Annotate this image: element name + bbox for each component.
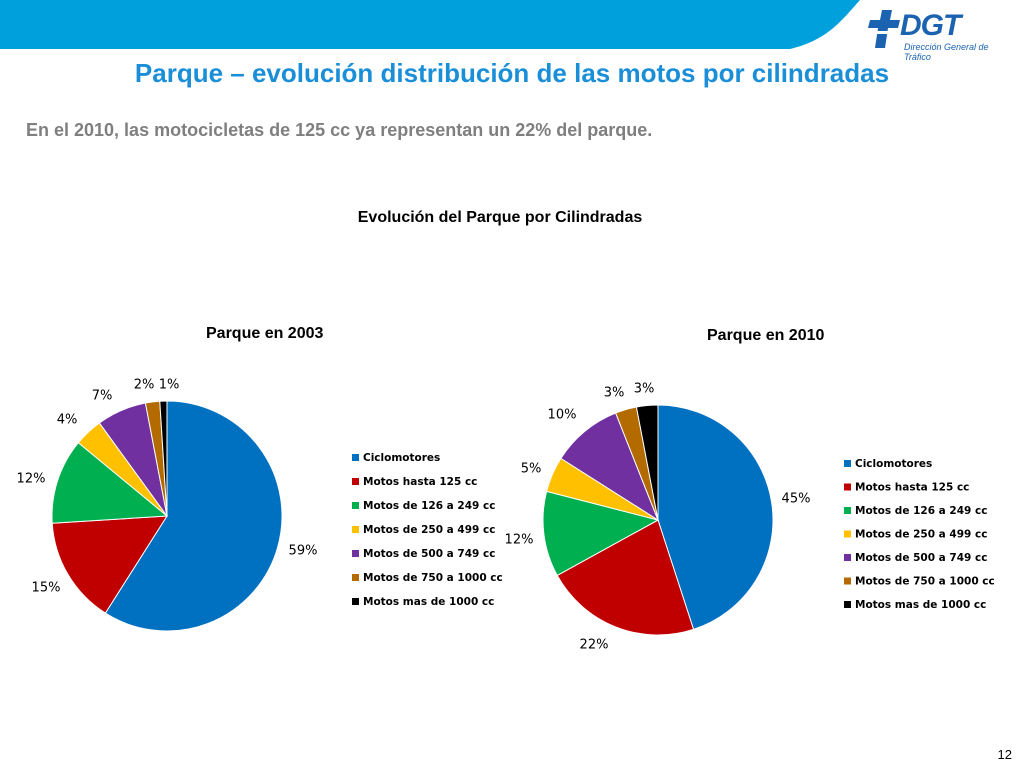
legend-swatch <box>844 530 851 538</box>
pie-chart-0: 59% 15% 12% 4% 7% 2% 1% Ciclomotores Motos hasta… <box>17 378 503 632</box>
logo-subtext: Dirección General de Tráfico <box>904 42 989 62</box>
banner-shape <box>0 0 860 49</box>
legend-swatch <box>844 554 851 561</box>
dgt-logo: DGT Dirección General de Tráfico <box>868 8 989 64</box>
slice-percent-label: 59% <box>289 544 318 559</box>
pie-2010-title: Parque en 2010 <box>707 327 825 344</box>
legend-swatch <box>844 601 851 608</box>
legend-item: Motos de 750 a 1000 cc <box>363 572 503 584</box>
dgt-cross-icon <box>868 10 900 48</box>
legend-item: Ciclomotores <box>855 458 932 470</box>
legend-item: Motos de 126 a 249 cc <box>363 500 495 512</box>
legend: Ciclomotores Motos hasta 125 cc Motos de 1… <box>844 458 995 611</box>
legend-swatch <box>844 460 851 467</box>
slice-percent-label: 4% <box>57 413 78 428</box>
chart-title: Evolución del Parque por Cilindradas <box>357 209 643 226</box>
legend-item: Motos mas de 1000 cc <box>363 596 494 608</box>
pie-slice <box>657 404 774 631</box>
slice-percent-label: 3% <box>634 382 655 397</box>
legend-item: Motos de 500 a 749 cc <box>363 548 495 560</box>
legend-item: Motos de 500 a 749 cc <box>855 552 987 564</box>
slice-percent-label: 5% <box>521 462 542 477</box>
legend-swatch <box>352 550 359 557</box>
legend-swatch <box>844 577 851 585</box>
legend-item: Motos hasta 125 cc <box>363 476 477 488</box>
legend-item: Motos de 250 a 499 cc <box>363 524 495 536</box>
page-title: Parque – evolución distribución de las m… <box>134 58 890 88</box>
pie-slice <box>51 441 169 524</box>
slice-percent-label: 12% <box>17 472 46 487</box>
slice-percent-label: 2% <box>134 378 155 393</box>
legend-swatch <box>352 454 359 461</box>
pie-slice <box>51 515 168 614</box>
legend-item: Motos hasta 125 cc <box>855 482 969 494</box>
legend: Ciclomotores Motos hasta 125 cc Motos de 1… <box>352 452 503 608</box>
legend-item: Motos de 250 a 499 cc <box>855 529 987 541</box>
slice-percent-label: 15% <box>32 581 61 596</box>
page-number: 12 <box>997 747 1012 762</box>
legend-item: Motos mas de 1000 cc <box>855 599 986 611</box>
logo-text: DGT <box>900 9 961 42</box>
pie-slice <box>556 519 695 636</box>
pie-slice <box>104 400 283 632</box>
legend-swatch <box>352 598 359 605</box>
pie-slice <box>159 400 168 517</box>
legend-item: Ciclomotores <box>363 452 440 464</box>
slice-percent-label: 12% <box>505 533 534 548</box>
pie-slice <box>560 412 660 522</box>
legend-item: Motos de 126 a 249 cc <box>855 505 987 517</box>
slice-percent-label: 22% <box>580 638 609 653</box>
legend-swatch <box>352 526 359 533</box>
pie-2003-title: Parque en 2003 <box>206 325 324 342</box>
legend-swatch <box>352 478 359 485</box>
header-banner <box>0 0 860 49</box>
pie-chart-1: 45% 22% 12% 5% 10% 3% 3% Ciclomotores Motos hast… <box>505 382 995 653</box>
legend-swatch <box>352 502 359 509</box>
slice-percent-label: 10% <box>548 408 577 423</box>
pie-slice <box>635 404 659 521</box>
legend-swatch <box>844 507 851 514</box>
slice-percent-label: 1% <box>159 378 180 393</box>
legend-swatch <box>844 483 851 491</box>
pie-slice <box>542 490 660 577</box>
legend-item: Motos de 750 a 1000 cc <box>855 576 995 588</box>
slice-percent-label: 7% <box>92 389 113 404</box>
page-subtitle: En el 2010, las motocicletas de 125 cc y… <box>26 120 653 140</box>
slice-percent-label: 45% <box>782 492 811 507</box>
slice-percent-label: 3% <box>604 386 625 401</box>
legend-swatch <box>352 574 359 581</box>
